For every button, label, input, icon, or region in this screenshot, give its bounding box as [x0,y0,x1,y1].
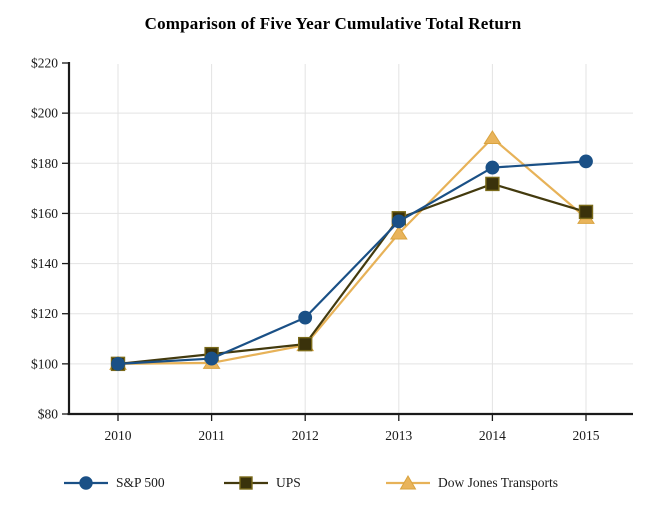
x-tick-label: 2013 [385,428,412,443]
y-tick-label: $120 [31,306,58,321]
y-tick-label: $200 [31,106,58,121]
series-line-square [117,182,587,365]
circle-marker [298,310,313,325]
legend-item-ups: UPS [223,470,301,496]
chart-title: Comparison of Five Year Cumulative Total… [144,14,522,33]
square-marker [298,336,313,352]
series-line-triangle [117,136,587,365]
square-marker [578,204,594,220]
circle-marker [204,351,219,366]
x-tick-label: 2011 [198,428,225,443]
legend-label-ups: UPS [276,475,301,490]
y-tick-label: $100 [31,356,58,371]
y-tick-label: $160 [31,206,58,221]
square-marker [485,176,500,192]
square-marker-icon [224,476,268,490]
circle-marker-icon [64,476,108,490]
x-tick-label: 2014 [479,428,506,443]
triangle-marker [483,130,502,145]
circle-marker [391,214,406,229]
circle-marker [579,154,593,169]
x-tick-label: 2012 [292,428,319,443]
circle-marker [111,356,125,371]
triangle-marker [389,225,408,240]
y-tick-label: $220 [31,56,58,71]
legend-label-djt: Dow Jones Transports [438,475,559,490]
legend-label-sp500: S&P 500 [116,475,165,490]
y-tick-label: $80 [38,407,59,422]
legend-item-sp500: S&P 500 [63,470,165,496]
chart-canvas: $80 $100 $120 $140 $160 $180 $200 $220 2010 2011 2… [31,56,633,443]
series-line-circle [117,160,587,365]
x-tick-label: 2015 [573,428,600,443]
circle-marker [485,160,500,175]
y-tick-label: $180 [31,156,58,171]
x-tick-label: 2010 [105,428,132,443]
chart-legend: S&P 500 UPS Dow Jones Transports [0,470,666,506]
triangle-marker-icon [386,474,430,490]
y-tick-label: $140 [31,256,58,271]
legend-item-djt: Dow Jones Transports [385,470,558,496]
